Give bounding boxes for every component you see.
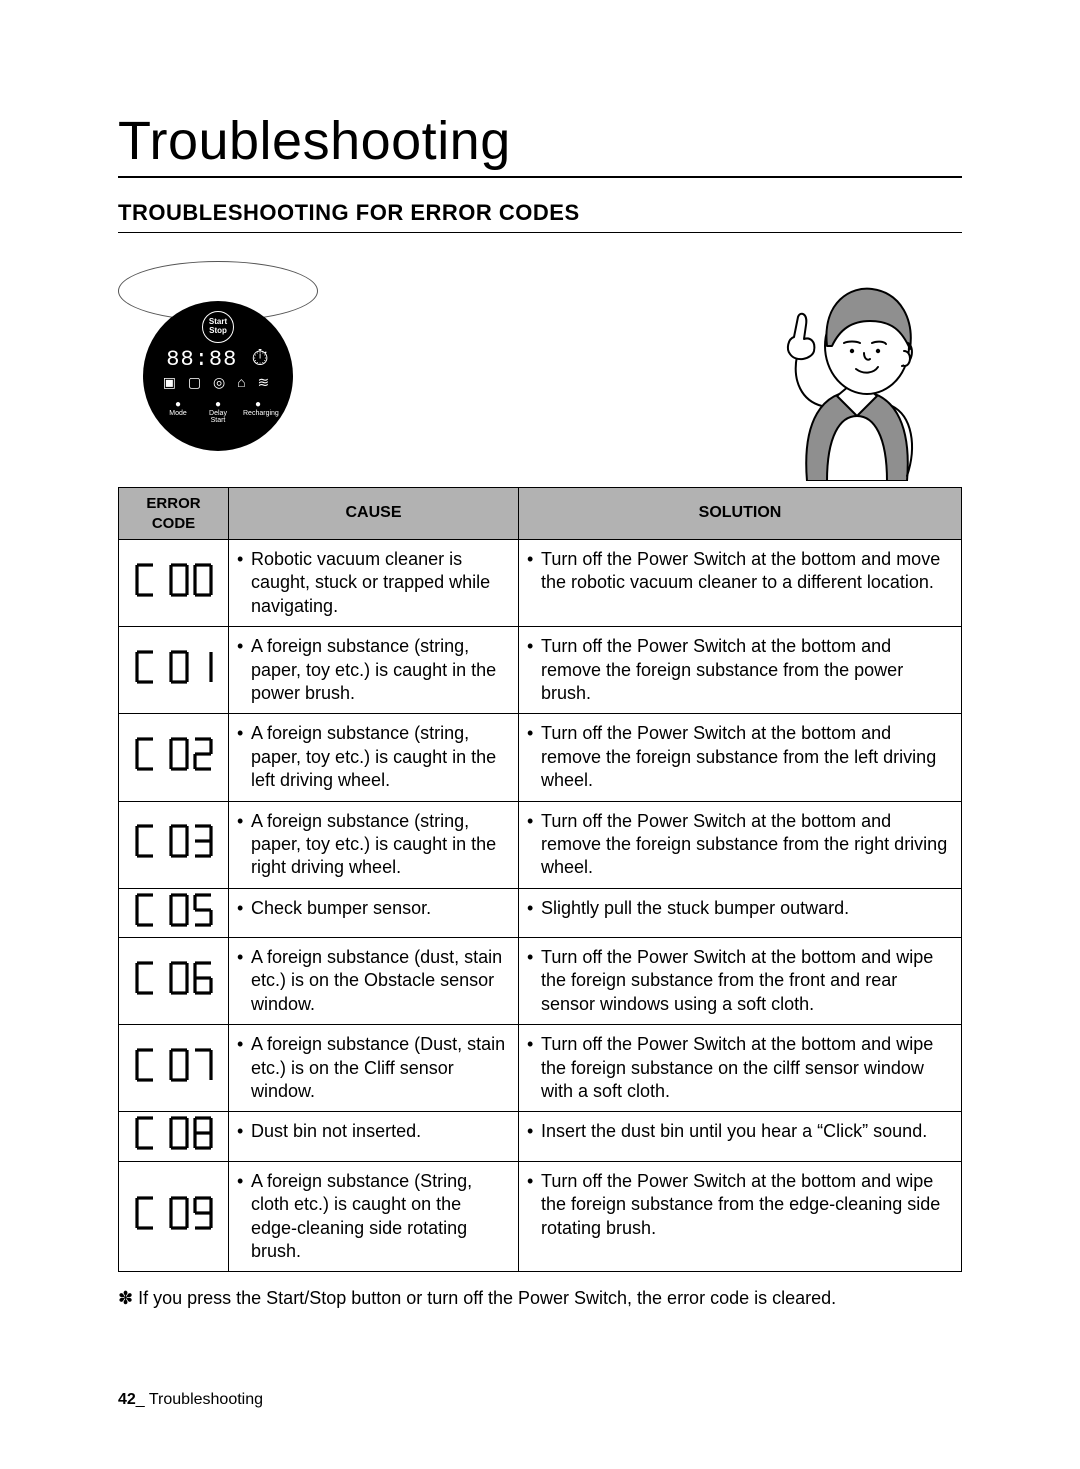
table-row: A foreign substance (String, cloth etc.)…: [119, 1161, 962, 1272]
page-footer: 42_ Troubleshooting: [118, 1391, 263, 1409]
section-subtitle: TROUBLESHOOTING FOR ERROR CODES: [118, 200, 962, 233]
footer-section: Troubleshooting: [149, 1391, 263, 1408]
error-code-cell: [119, 540, 229, 627]
solution-cell: Turn off the Power Switch at the bottom …: [519, 714, 962, 801]
table-row: A foreign substance (string, paper, toy …: [119, 801, 962, 888]
error-code-cell: [119, 801, 229, 888]
display-digits: 88:88 ⏱: [166, 347, 269, 372]
cause-cell: Robotic vacuum cleaner is caught, stuck …: [229, 540, 519, 627]
page-number: 42: [118, 1391, 136, 1408]
start-stop-label: StartStop: [202, 311, 234, 343]
note-symbol: ✽: [118, 1288, 133, 1308]
solution-cell: Turn off the Power Switch at the bottom …: [519, 1161, 962, 1272]
cause-cell: A foreign substance (string, paper, toy …: [229, 714, 519, 801]
panel-button-row: Mode DelayStart Recharging: [163, 399, 273, 424]
table-row: Dust bin not inserted. Insert the dust b…: [119, 1112, 962, 1161]
cause-cell: A foreign substance (string, paper, toy …: [229, 627, 519, 714]
table-row: A foreign substance (Dust, stain etc.) i…: [119, 1025, 962, 1112]
delay-start-label: DelayStart: [203, 399, 233, 424]
header-cause: CAUSE: [229, 488, 519, 540]
solution-cell: Turn off the Power Switch at the bottom …: [519, 801, 962, 888]
table-row: Robotic vacuum cleaner is caught, stuck …: [119, 540, 962, 627]
solution-cell: Turn off the Power Switch at the bottom …: [519, 540, 962, 627]
solution-cell: Turn off the Power Switch at the bottom …: [519, 938, 962, 1025]
person-illustration: [752, 251, 962, 481]
mode-button-label: Mode: [163, 399, 193, 424]
cause-cell: A foreign substance (String, cloth etc.)…: [229, 1161, 519, 1272]
footnote: ✽ If you press the Start/Stop button or …: [118, 1288, 962, 1309]
cause-cell: A foreign substance (Dust, stain etc.) i…: [229, 1025, 519, 1112]
error-code-cell: [119, 1112, 229, 1161]
illustrations-row: StartStop 88:88 ⏱ ▣ ▢ ◎ ⌂ ≋ Mode DelaySt…: [118, 251, 962, 481]
table-row: Check bumper sensor. Slightly pull the s…: [119, 888, 962, 937]
display-icons: ▣ ▢ ◎ ⌂ ≋: [163, 374, 273, 391]
table-row: A foreign substance (string, paper, toy …: [119, 627, 962, 714]
error-code-cell: [119, 1161, 229, 1272]
cause-cell: A foreign substance (dust, stain etc.) i…: [229, 938, 519, 1025]
header-error-code: ERROR CODE: [119, 488, 229, 540]
solution-cell: Turn off the Power Switch at the bottom …: [519, 1025, 962, 1112]
page-title: Troubleshooting: [118, 110, 962, 178]
table-row: A foreign substance (dust, stain etc.) i…: [119, 938, 962, 1025]
error-code-cell: [119, 1025, 229, 1112]
error-codes-table: ERROR CODE CAUSE SOLUTION Robotic vacuum…: [118, 487, 962, 1272]
header-solution: SOLUTION: [519, 488, 962, 540]
solution-cell: Insert the dust bin until you hear a “Cl…: [519, 1112, 962, 1161]
error-code-cell: [119, 627, 229, 714]
error-code-cell: [119, 888, 229, 937]
recharging-label: Recharging: [243, 399, 273, 424]
table-row: A foreign substance (string, paper, toy …: [119, 714, 962, 801]
solution-cell: Slightly pull the stuck bumper outward.: [519, 888, 962, 937]
error-code-cell: [119, 714, 229, 801]
cause-cell: Dust bin not inserted.: [229, 1112, 519, 1161]
cause-cell: Check bumper sensor.: [229, 888, 519, 937]
error-code-cell: [119, 938, 229, 1025]
solution-cell: Turn off the Power Switch at the bottom …: [519, 627, 962, 714]
device-illustration: StartStop 88:88 ⏱ ▣ ▢ ◎ ⌂ ≋ Mode DelaySt…: [118, 261, 318, 481]
cause-cell: A foreign substance (string, paper, toy …: [229, 801, 519, 888]
note-text: If you press the Start/Stop button or tu…: [138, 1288, 836, 1308]
